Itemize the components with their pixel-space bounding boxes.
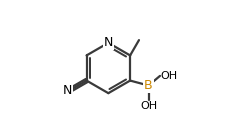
Text: OH: OH — [161, 71, 178, 81]
Text: N: N — [104, 36, 113, 49]
Text: N: N — [62, 84, 72, 97]
Text: OH: OH — [140, 101, 157, 111]
Text: B: B — [144, 79, 153, 92]
